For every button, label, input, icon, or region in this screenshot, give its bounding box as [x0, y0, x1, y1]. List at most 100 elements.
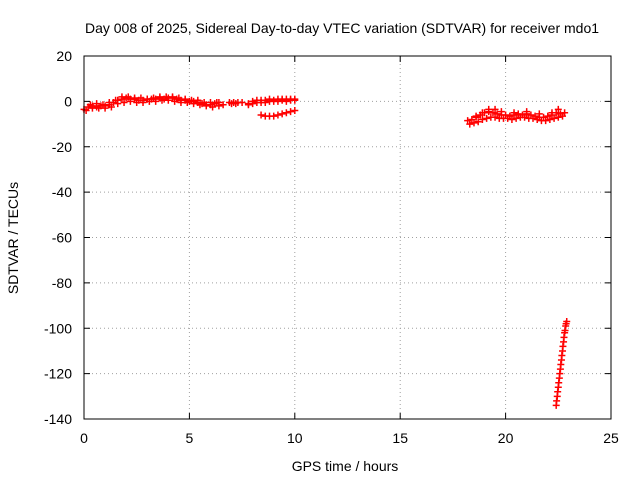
data-point: [521, 113, 529, 121]
data-point: [554, 105, 562, 113]
y-tick-label: -120: [44, 366, 72, 382]
data-point: [93, 100, 101, 108]
data-point: [485, 105, 493, 113]
data-point: [219, 101, 227, 109]
data-point: [107, 103, 115, 111]
data-point: [152, 97, 160, 105]
data-point: [478, 116, 486, 124]
data-point: [562, 320, 570, 328]
x-axis-label: GPS time / hours: [292, 458, 399, 474]
data-point: [169, 93, 177, 101]
data-point: [546, 116, 554, 124]
data-point: [512, 114, 520, 122]
data-point: [554, 388, 562, 396]
x-tick-label: 25: [603, 430, 619, 446]
data-point: [118, 93, 126, 101]
data-point: [196, 101, 204, 109]
data-point: [466, 120, 474, 128]
y-axis-label: SDTVAR / TECUs: [5, 182, 21, 294]
data-point: [491, 105, 499, 113]
data-point: [164, 96, 172, 104]
data-point: [560, 333, 568, 341]
series-arc-4: [257, 106, 299, 120]
data-point: [274, 97, 282, 105]
data-point: [171, 97, 179, 105]
data-point: [126, 97, 134, 105]
data-point: [472, 112, 480, 120]
data-point: [177, 99, 185, 107]
data-point: [190, 100, 198, 108]
data-point: [95, 104, 103, 112]
data-point: [483, 114, 491, 122]
data-point: [206, 99, 214, 107]
chart-title: Day 008 of 2025, Sidereal Day-to-day VTE…: [85, 20, 599, 36]
data-point: [261, 99, 269, 107]
data-point: [137, 94, 145, 102]
data-point: [550, 114, 558, 122]
data-point: [558, 351, 566, 359]
data-point: [282, 109, 290, 117]
y-tick-label: -140: [44, 411, 72, 427]
data-point: [529, 114, 537, 122]
data-point: [491, 113, 499, 121]
data-point: [257, 111, 265, 119]
axis-ticks: 0 5 10 15 20 25 20 0 -20 -40 -60 -80 -100 -120 -140: [44, 48, 619, 446]
x-tick-label: 0: [80, 430, 88, 446]
x-tick-label: 10: [287, 430, 303, 446]
data-point: [559, 112, 567, 120]
grid-lines: [84, 56, 611, 419]
data-points: [80, 93, 571, 409]
data-point: [244, 101, 252, 109]
data-point: [291, 106, 299, 114]
data-point: [478, 109, 486, 117]
data-point: [120, 99, 128, 107]
data-point: [145, 97, 153, 105]
data-point: [542, 117, 550, 125]
x-tick-label: 5: [186, 430, 194, 446]
y-tick-label: -100: [44, 320, 72, 336]
y-tick-label: -80: [52, 275, 72, 291]
data-point: [183, 99, 191, 107]
data-point: [555, 379, 563, 387]
data-point: [559, 342, 567, 350]
data-point: [510, 109, 518, 117]
data-point: [548, 109, 556, 117]
series-arc-3-lower: [244, 95, 299, 109]
data-point: [287, 108, 295, 116]
data-point: [131, 94, 139, 102]
data-point: [287, 96, 295, 104]
data-point: [114, 100, 122, 108]
plot-frame: [83, 55, 612, 420]
data-point: [175, 94, 183, 102]
data-point: [557, 361, 565, 369]
data-point: [194, 96, 202, 104]
data-point: [274, 111, 282, 119]
data-point: [523, 108, 531, 116]
data-point: [238, 99, 246, 107]
series-arc-2: [225, 99, 246, 108]
data-point: [88, 104, 96, 112]
data-point: [291, 95, 299, 103]
data-point: [553, 397, 561, 405]
data-point: [278, 96, 286, 104]
y-tick-label: -20: [52, 139, 72, 155]
data-point: [278, 110, 286, 118]
data-point: [139, 99, 147, 107]
data-point: [497, 108, 505, 116]
data-point: [215, 102, 223, 110]
data-point: [133, 99, 141, 107]
data-point: [556, 370, 564, 378]
y-tick-label: -60: [52, 230, 72, 246]
data-point: [105, 99, 113, 107]
data-point: [249, 100, 257, 108]
data-point: [270, 112, 278, 120]
data-point: [474, 118, 482, 126]
data-point: [561, 327, 569, 335]
y-tick-label: 0: [64, 93, 72, 109]
data-point: [101, 104, 109, 112]
x-tick-label: 15: [392, 430, 408, 446]
data-point: [124, 93, 132, 101]
y-tick-label: 20: [56, 48, 72, 64]
data-point: [158, 96, 166, 104]
